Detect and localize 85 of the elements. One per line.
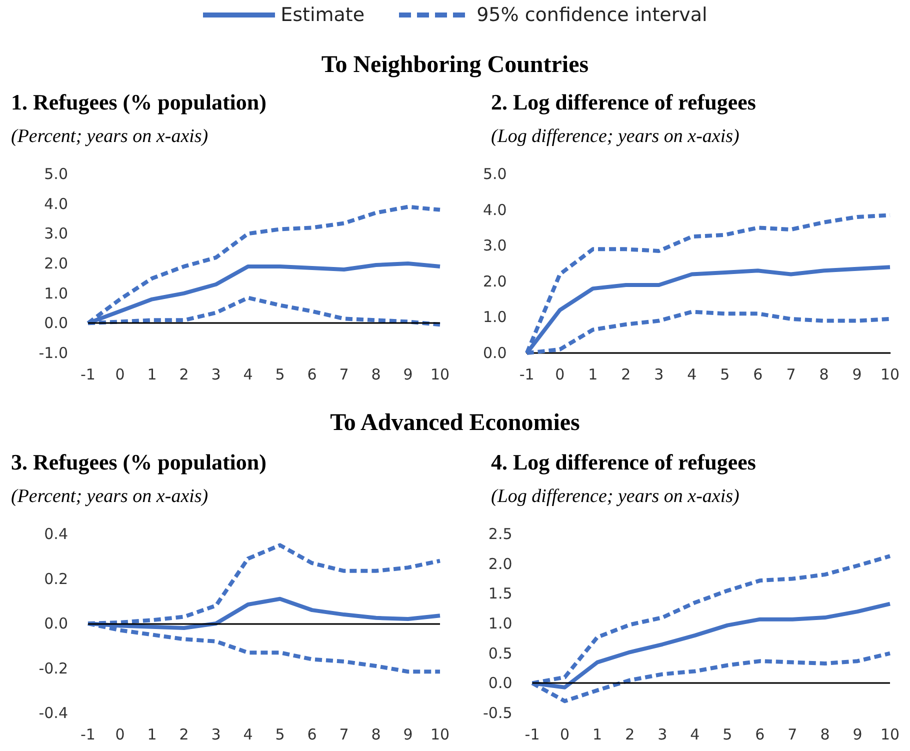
x-tick-label: 7 bbox=[786, 366, 796, 384]
chart-title: 1. Refugees (% population) bbox=[11, 90, 266, 114]
x-tick-label: 1 bbox=[588, 366, 598, 384]
x-tick-label: 6 bbox=[753, 366, 763, 384]
x-tick-label: 1 bbox=[592, 726, 602, 744]
text: To Neighboring Countries bbox=[320, 52, 590, 79]
x-tick-label: 7 bbox=[339, 726, 349, 744]
y-tick-label: 3.0 bbox=[44, 224, 68, 243]
x-tick-label: 4 bbox=[243, 366, 253, 384]
y-tick-label: 1.0 bbox=[44, 284, 68, 302]
x-tick-label: 2 bbox=[621, 366, 631, 384]
y-tick-label: 4.0 bbox=[482, 200, 507, 219]
x-tick-label: 0 bbox=[115, 366, 125, 384]
y-tick-label: 2.0 bbox=[44, 254, 68, 272]
x-tick-label: 1 bbox=[147, 366, 157, 384]
x-tick-label: 8 bbox=[820, 726, 830, 744]
x-tick-label: 0 bbox=[555, 366, 565, 384]
x-tick-label: 10 bbox=[880, 726, 900, 744]
x-tick-label: 9 bbox=[403, 726, 413, 744]
y-tick-label: 2.5 bbox=[488, 525, 512, 543]
x-tick-label: 3 bbox=[211, 726, 221, 744]
y-tick-label: 1.0 bbox=[488, 614, 512, 632]
x-tick-label: 9 bbox=[852, 366, 862, 384]
y-tick-label: -1.0 bbox=[38, 344, 68, 362]
y-tick-label: 2.0 bbox=[482, 272, 507, 290]
chart-title: 4. Log difference of refugees bbox=[491, 450, 756, 474]
x-tick-label: 5 bbox=[275, 726, 285, 744]
y-tick-label: -0.2 bbox=[38, 659, 68, 678]
x-tick-label: 9 bbox=[403, 366, 413, 384]
y-tick-label: 0.2 bbox=[44, 570, 68, 588]
x-tick-label: 4 bbox=[687, 366, 697, 384]
x-tick-label: 6 bbox=[307, 726, 317, 744]
x-tick-label: 4 bbox=[243, 726, 253, 744]
x-tick-label: 4 bbox=[690, 726, 700, 744]
chart-title: 3. Refugees (% population) bbox=[11, 450, 266, 474]
y-tick-label: 5.0 bbox=[482, 165, 507, 183]
x-tick-label: 7 bbox=[339, 366, 349, 384]
chart-subtitle: (Log difference; years on x-axis) bbox=[491, 486, 740, 507]
x-tick-label: -1 bbox=[524, 726, 540, 744]
y-tick-label: 0.0 bbox=[44, 614, 68, 632]
x-tick-label: 3 bbox=[211, 366, 221, 384]
y-tick-label: 5.0 bbox=[44, 165, 68, 183]
x-tick-label: 5 bbox=[720, 366, 730, 384]
x-tick-label: -1 bbox=[80, 366, 96, 384]
x-tick-label: 3 bbox=[658, 726, 668, 744]
x-tick-label: 10 bbox=[430, 366, 450, 384]
chart-subtitle: (Log difference; years on x-axis) bbox=[491, 126, 740, 147]
legend-label: Estimate bbox=[280, 4, 365, 26]
text: To Advanced Economies bbox=[329, 410, 581, 437]
y-tick-label: 0.0 bbox=[44, 314, 68, 332]
x-tick-label: 2 bbox=[179, 726, 189, 744]
x-tick-label: 8 bbox=[819, 366, 829, 384]
y-tick-label: 1.0 bbox=[482, 308, 507, 326]
x-tick-label: 10 bbox=[430, 726, 450, 744]
y-tick-label: -0.4 bbox=[38, 704, 68, 722]
y-tick-label: 1.5 bbox=[488, 584, 512, 603]
x-tick-label: -1 bbox=[80, 726, 96, 744]
x-tick-label: 7 bbox=[788, 726, 798, 744]
y-tick-label: 0.4 bbox=[44, 525, 68, 543]
x-tick-label: 9 bbox=[852, 726, 862, 744]
chart-subtitle: (Percent; years on x-axis) bbox=[11, 486, 208, 507]
chart-title: 2. Log difference of refugees bbox=[491, 90, 756, 114]
x-tick-label: 5 bbox=[722, 726, 732, 744]
y-tick-label: 4.0 bbox=[44, 194, 68, 213]
y-tick-label: -0.5 bbox=[482, 704, 512, 722]
y-tick-label: 0.0 bbox=[488, 674, 512, 692]
x-tick-label: 8 bbox=[371, 366, 381, 384]
x-tick-label: 10 bbox=[880, 366, 900, 384]
y-tick-label: 0.0 bbox=[482, 344, 507, 362]
legend-label: 95% confidence interval bbox=[476, 4, 708, 26]
x-tick-label: 1 bbox=[147, 726, 157, 744]
x-tick-label: 6 bbox=[755, 726, 765, 744]
x-tick-label: 6 bbox=[307, 366, 317, 384]
x-tick-label: 2 bbox=[179, 366, 189, 384]
x-tick-label: 3 bbox=[654, 366, 664, 384]
y-tick-label: 3.0 bbox=[482, 236, 507, 255]
x-tick-label: 0 bbox=[115, 726, 125, 744]
y-tick-label: 0.5 bbox=[488, 644, 512, 662]
y-tick-label: 2.0 bbox=[488, 554, 512, 573]
x-tick-label: 8 bbox=[371, 726, 381, 744]
x-tick-label: 2 bbox=[625, 726, 635, 744]
x-tick-label: 5 bbox=[275, 366, 285, 384]
chart-subtitle: (Percent; years on x-axis) bbox=[11, 126, 208, 147]
x-tick-label: 0 bbox=[560, 726, 570, 744]
x-tick-label: -1 bbox=[519, 366, 534, 384]
